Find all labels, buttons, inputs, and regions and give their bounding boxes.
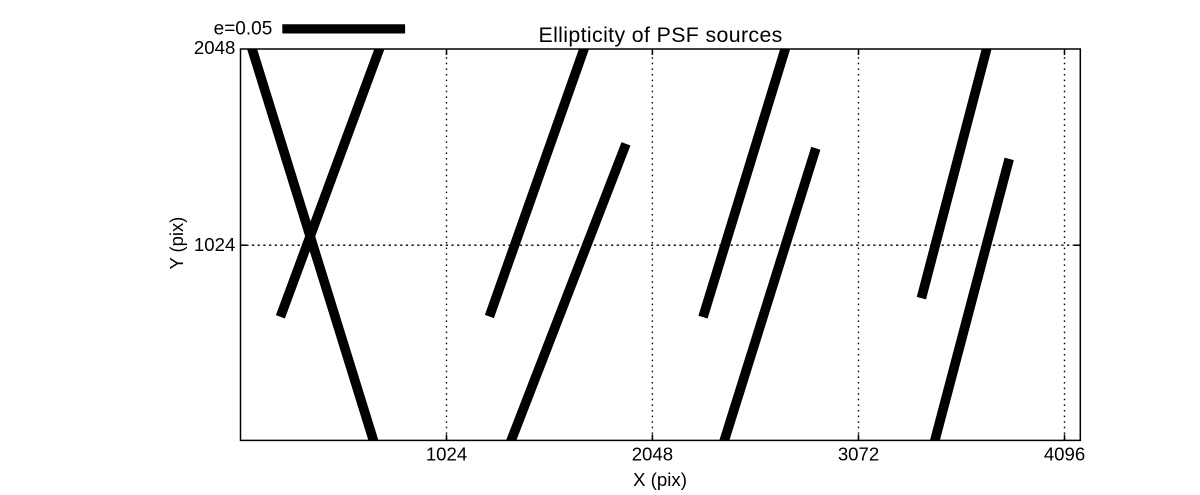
svg-text:2048: 2048	[632, 444, 673, 465]
svg-text:2048: 2048	[194, 37, 235, 58]
svg-text:3072: 3072	[838, 444, 879, 465]
svg-text:Ellipticity of PSF sources: Ellipticity of PSF sources	[538, 23, 782, 47]
svg-text:Y (pix): Y (pix)	[166, 217, 187, 270]
svg-text:1024: 1024	[426, 444, 467, 465]
svg-text:X (pix): X (pix)	[633, 469, 687, 490]
svg-text:1024: 1024	[194, 234, 235, 255]
svg-text:e=0.05: e=0.05	[214, 19, 273, 40]
svg-text:4096: 4096	[1044, 444, 1085, 465]
